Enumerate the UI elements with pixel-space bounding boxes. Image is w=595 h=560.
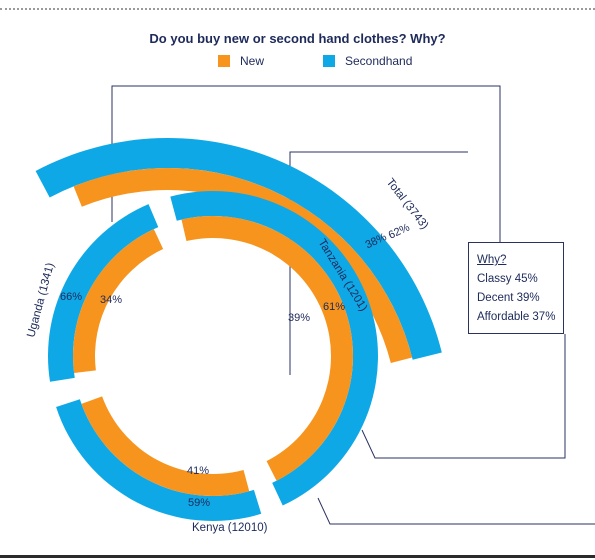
why-title: Why?: [477, 254, 507, 266]
legend-swatch-secondhand: [323, 55, 335, 67]
label-tanzania-new: 39%: [288, 312, 310, 324]
why-item-classy: Classy 45%: [477, 273, 538, 285]
connector-tanzania-why: [361, 334, 566, 459]
arc-uganda-secondhand: [48, 204, 159, 382]
legend-item-new: New: [218, 54, 264, 68]
why-item-affordable: Affordable 37%: [477, 311, 556, 323]
why-box: Why? Classy 45% Decent 39% Affordable 37…: [468, 242, 564, 334]
arc-uganda-new: [73, 229, 164, 374]
legend-label-new: New: [240, 54, 265, 68]
arc-total-secondhand: [35, 138, 442, 360]
label-kenya-new: 41%: [187, 465, 209, 477]
connector-tanzania: [289, 151, 468, 375]
arc-tanzania-new: [181, 216, 353, 481]
label-kenya-secondhand: 59%: [188, 497, 210, 509]
bottom-rule: [0, 555, 595, 558]
arc-kenya-secondhand: [56, 399, 262, 521]
top-dotted-rule: [0, 8, 595, 10]
arc-kenya-new: [81, 396, 250, 496]
legend-item-secondhand: Secondhand: [323, 54, 412, 68]
label-uganda-secondhand: 66%: [60, 291, 82, 303]
legend: New Secondhand: [0, 54, 595, 74]
chart-title: Do you buy new or second hand clothes? W…: [149, 31, 446, 46]
connector-kenya: [317, 497, 595, 525]
label-total-secondhand: 62%: [387, 221, 412, 241]
why-item-decent: Decent 39%: [477, 292, 540, 304]
legend-swatch-new: [218, 55, 230, 67]
label-tanzania-secondhand: 61%: [323, 301, 345, 313]
group-label-kenya: Kenya (12010): [192, 522, 268, 534]
label-uganda-new: 34%: [100, 294, 122, 306]
legend-label-secondhand: Secondhand: [345, 54, 413, 68]
arc-tanzania-secondhand: [170, 191, 378, 506]
